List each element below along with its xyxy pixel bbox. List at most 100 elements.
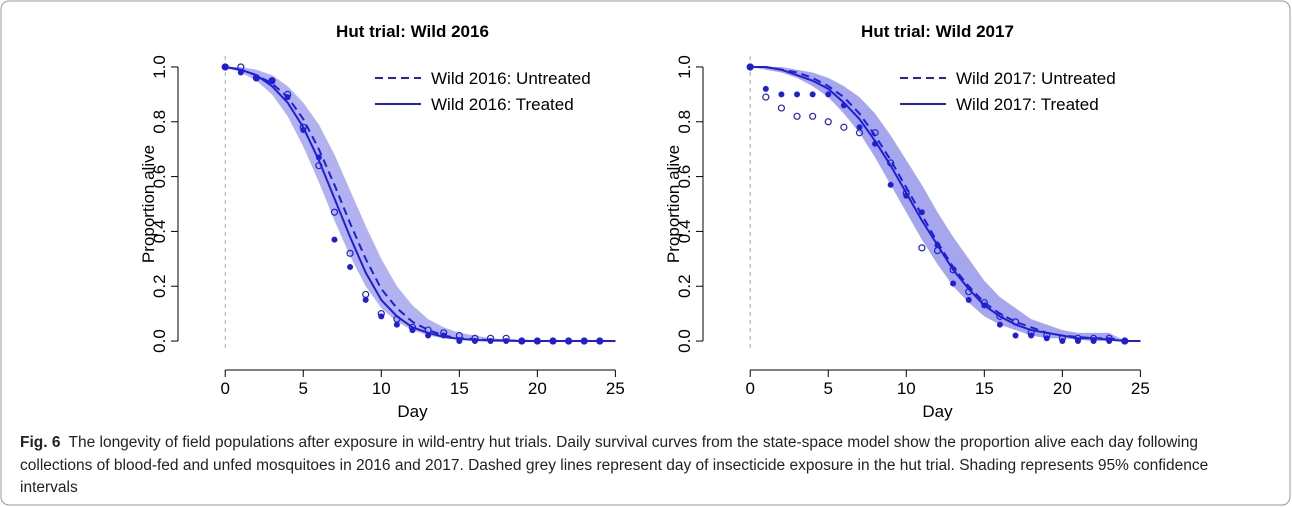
observation <box>393 321 400 328</box>
observation <box>825 91 832 98</box>
observation <box>347 264 354 271</box>
caption-text: The longevity of field populations after… <box>20 434 1209 496</box>
observation <box>269 77 276 84</box>
observation <box>471 338 478 345</box>
observation <box>1043 335 1050 342</box>
observation <box>762 85 769 92</box>
x-tick-label: 5 <box>299 379 308 398</box>
x-tick-label: 0 <box>220 379 229 398</box>
x-axis-label: Day <box>922 402 953 421</box>
observation <box>1011 318 1020 326</box>
observation <box>440 332 447 339</box>
observation <box>949 266 957 274</box>
confidence-band <box>225 66 616 342</box>
observation <box>581 338 588 345</box>
y-tick-label: 0.6 <box>675 165 694 189</box>
y-tick-label: 0.0 <box>675 329 694 353</box>
observation <box>762 93 770 101</box>
x-axis-label: Day <box>397 402 428 421</box>
y-axis-label: Proportion alive <box>664 145 683 263</box>
observation <box>1121 338 1128 345</box>
observation <box>1090 338 1097 345</box>
observation <box>918 209 925 216</box>
caption-label: Fig. 6 <box>20 434 61 451</box>
chart-title: Hut trial: Wild 2017 <box>861 22 1014 41</box>
observation <box>534 338 541 345</box>
observation <box>315 154 322 161</box>
legend-label: Wild 2017: Untreated <box>956 69 1116 88</box>
observation <box>425 332 432 339</box>
y-tick-label: 0.6 <box>150 165 169 189</box>
observation <box>222 63 229 70</box>
observation <box>565 338 572 345</box>
observation <box>840 102 847 109</box>
x-tick-label: 0 <box>745 379 754 398</box>
observation <box>503 338 510 345</box>
y-tick-label: 0.2 <box>675 274 694 298</box>
observation <box>596 338 603 345</box>
observation <box>996 312 1004 320</box>
y-tick-label: 0.4 <box>150 220 169 244</box>
observation <box>965 288 973 296</box>
observation <box>362 296 369 303</box>
observation <box>950 280 957 287</box>
observation <box>378 313 385 320</box>
observation <box>346 249 354 257</box>
observation <box>871 129 879 137</box>
x-tick-label: 25 <box>1131 379 1150 398</box>
chart-title: Hut trial: Wild 2016 <box>336 22 489 41</box>
observation <box>300 126 307 133</box>
observation <box>965 296 972 303</box>
observation <box>872 140 879 147</box>
observation <box>331 236 338 243</box>
observation <box>1059 338 1066 345</box>
observation <box>809 112 817 120</box>
observation <box>918 244 926 252</box>
observation <box>1074 338 1081 345</box>
legend-label: Wild 2017: Treated <box>956 95 1099 114</box>
y-tick-label: 0.8 <box>150 110 169 134</box>
legend-label: Wild 2016: Treated <box>431 95 574 114</box>
observation <box>903 192 910 199</box>
observation <box>887 181 894 188</box>
observation <box>518 338 525 345</box>
observation <box>456 338 463 345</box>
observation <box>253 74 260 81</box>
observation <box>793 112 801 120</box>
observation <box>809 91 816 98</box>
observation <box>1106 338 1113 345</box>
observation <box>840 123 848 131</box>
observation <box>1028 332 1035 339</box>
observation <box>237 69 244 76</box>
observation <box>794 91 801 98</box>
observation <box>996 321 1003 328</box>
observation <box>778 91 785 98</box>
y-tick-label: 0.8 <box>675 110 694 134</box>
observation <box>981 302 988 309</box>
x-tick-label: 15 <box>975 379 994 398</box>
observation <box>887 159 895 167</box>
observation <box>1012 332 1019 339</box>
observation <box>284 94 291 101</box>
y-tick-label: 0.2 <box>150 274 169 298</box>
x-tick-label: 5 <box>824 379 833 398</box>
observation <box>315 162 323 170</box>
x-tick-label: 20 <box>1053 379 1072 398</box>
observation <box>549 338 556 345</box>
observation <box>487 338 494 345</box>
y-tick-label: 0.0 <box>150 329 169 353</box>
observation <box>856 124 863 131</box>
x-tick-label: 10 <box>372 379 391 398</box>
x-tick-label: 10 <box>897 379 916 398</box>
observation <box>747 63 754 70</box>
observation <box>362 290 370 299</box>
observation <box>409 327 416 334</box>
y-tick-label: 1.0 <box>150 55 169 79</box>
legend-label: Wild 2016: Untreated <box>431 69 591 88</box>
y-tick-label: 0.4 <box>675 220 694 244</box>
x-tick-label: 15 <box>450 379 469 398</box>
y-tick-label: 1.0 <box>675 55 694 79</box>
